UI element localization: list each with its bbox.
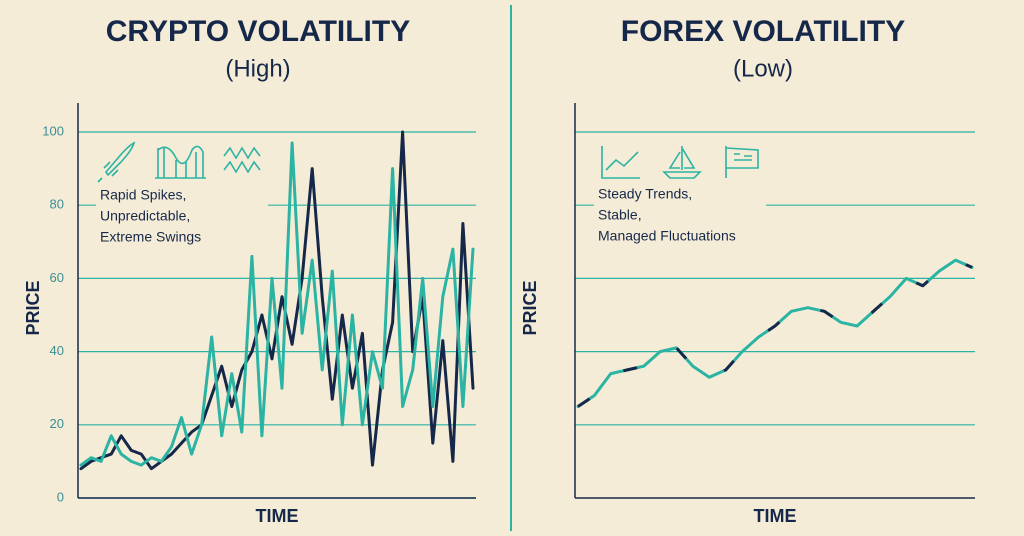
- y-tick-label: 40: [50, 343, 64, 358]
- y-tick-label: 20: [50, 416, 64, 431]
- charts: 0 20 40 60 80 100 Rapid Spikes, Unpredictable, E…: [23, 15, 975, 526]
- y-axis-label: PRICE: [520, 280, 540, 335]
- annotation: Unpredictable,: [100, 208, 190, 224]
- annotation: Extreme Swings: [100, 229, 201, 245]
- y-tick-label: 80: [50, 197, 64, 212]
- icons-left: [97, 141, 261, 183]
- price-line-accent: [577, 258, 973, 408]
- x-axis-label: TIME: [256, 506, 299, 526]
- y-axis-label: PRICE: [23, 280, 43, 335]
- annotation: Stable,: [598, 207, 642, 223]
- chart-title: FOREX VOLATILITY: [621, 15, 905, 48]
- icons-right: [601, 146, 759, 179]
- trend-icon: [601, 146, 640, 179]
- price-line: [79, 141, 475, 467]
- flag-icon: [725, 146, 759, 178]
- annotation: Steady Trends,: [598, 186, 692, 202]
- wave-icon: [223, 146, 261, 174]
- y-tick-label: 60: [50, 270, 64, 285]
- annotation-bg: [594, 183, 766, 239]
- boat-icon: [662, 146, 702, 179]
- chart-title: CRYPTO VOLATILITY: [106, 15, 410, 48]
- y-tick-label: 100: [42, 123, 64, 138]
- x-axis-label: TIME: [754, 506, 797, 526]
- chart-subtitle: (Low): [733, 55, 793, 82]
- coaster-icon: [155, 145, 206, 179]
- annotation: Rapid Spikes,: [100, 187, 186, 203]
- chart-subtitle: (High): [225, 55, 290, 82]
- rocket-icon: [97, 141, 136, 183]
- y-tick-label: 0: [57, 489, 64, 504]
- annotation-bg: [96, 184, 268, 240]
- annotation: Managed Fluctuations: [598, 228, 736, 244]
